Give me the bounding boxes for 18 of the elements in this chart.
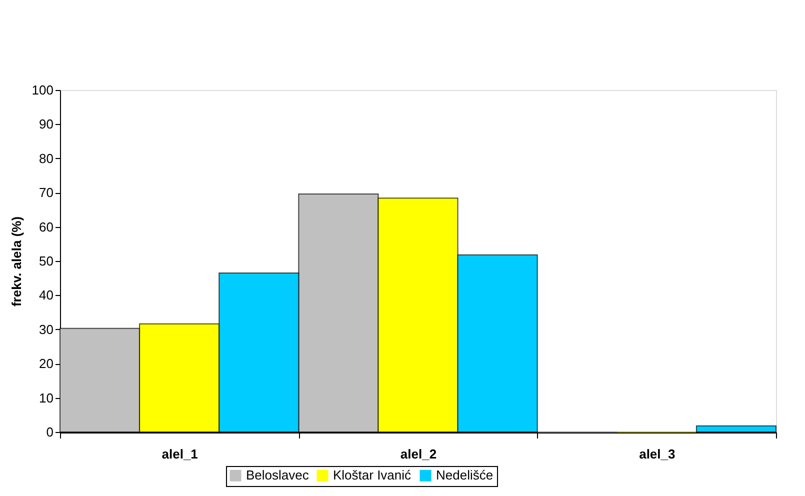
- legend-label: Nedelišće: [436, 468, 494, 483]
- x-tick-label: alel_3: [639, 446, 676, 462]
- y-tick-label: 90: [39, 116, 54, 132]
- y-tick-label: 0: [46, 424, 54, 440]
- legend-label: Beloslavec: [246, 468, 310, 483]
- y-axis-title: frekv. alela (%): [8, 216, 24, 307]
- y-tick-label: 60: [39, 219, 54, 234]
- y-tick-label: 50: [39, 254, 54, 268]
- y-tick-label: 10: [39, 390, 54, 406]
- y-tick-label: 100: [32, 82, 54, 98]
- y-tick-label: 20: [39, 356, 54, 372]
- x-tick-label: alel_2: [400, 446, 437, 462]
- legend-label: Kloštar Ivanić: [333, 468, 412, 483]
- y-tick-label: 80: [39, 150, 54, 166]
- y-tick-label: 40: [39, 288, 54, 303]
- x-tick-label: alel_1: [162, 446, 198, 462]
- y-tick-label: 70: [39, 185, 54, 200]
- y-tick-label: 30: [39, 322, 54, 337]
